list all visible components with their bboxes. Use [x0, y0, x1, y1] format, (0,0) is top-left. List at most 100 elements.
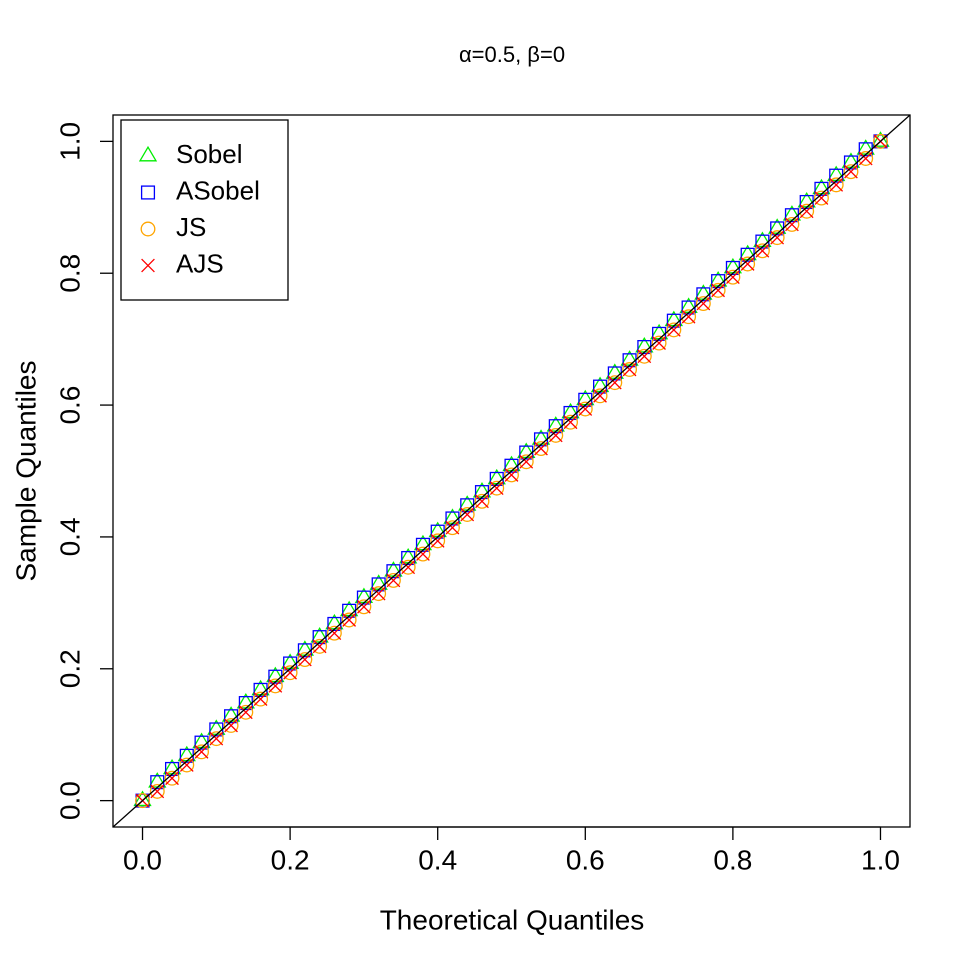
point — [460, 507, 475, 522]
point — [238, 705, 253, 720]
point — [740, 257, 755, 271]
x-tick-label: 0.8 — [713, 844, 752, 875]
point — [475, 494, 489, 509]
x-tick-label: 0.2 — [271, 844, 310, 875]
point — [666, 322, 682, 338]
y-tick-label: 0.0 — [54, 781, 85, 820]
point — [208, 731, 224, 747]
point — [666, 323, 681, 337]
point — [283, 665, 297, 680]
point — [726, 270, 740, 285]
point — [371, 586, 387, 602]
point — [489, 480, 505, 496]
point — [150, 784, 165, 799]
point — [326, 625, 342, 641]
point — [194, 744, 210, 760]
point — [164, 770, 180, 786]
point — [799, 204, 814, 219]
point — [253, 691, 269, 707]
point — [592, 388, 608, 404]
point — [459, 507, 475, 522]
point — [312, 639, 327, 654]
point — [740, 256, 756, 272]
legend-marker — [140, 185, 156, 200]
y-tick-label: 0.4 — [54, 517, 85, 556]
point — [341, 612, 357, 628]
point — [681, 309, 696, 324]
legend-label: AJS — [176, 248, 224, 278]
point — [416, 547, 430, 561]
point — [179, 758, 194, 772]
point — [518, 454, 534, 470]
legend-label: ASobel — [176, 175, 260, 205]
point — [282, 665, 298, 681]
point — [179, 757, 195, 773]
point — [224, 718, 238, 733]
chart-title: α=0.5, β=0 — [459, 42, 565, 67]
point — [578, 402, 593, 416]
point — [297, 652, 313, 667]
point — [371, 586, 386, 601]
point — [445, 520, 460, 536]
point — [607, 375, 623, 391]
point — [873, 133, 888, 149]
y-tick-label: 0.8 — [54, 254, 85, 293]
point — [209, 731, 224, 746]
legend-label: Sobel — [176, 139, 243, 169]
point — [799, 203, 815, 219]
point — [637, 349, 652, 364]
point — [312, 638, 328, 654]
point — [770, 230, 785, 245]
point — [829, 178, 844, 192]
legend-label: JS — [176, 212, 206, 242]
point — [474, 493, 490, 509]
point — [385, 572, 401, 588]
point — [813, 190, 829, 206]
point — [327, 626, 342, 641]
point — [400, 559, 416, 575]
point — [194, 744, 209, 759]
point — [533, 441, 549, 457]
point — [858, 151, 873, 166]
point — [165, 771, 179, 786]
point — [593, 388, 607, 403]
y-tick-label: 0.6 — [54, 386, 85, 425]
point — [430, 534, 445, 548]
reference-line — [113, 115, 910, 827]
y-tick-label: 1.0 — [54, 122, 85, 161]
point — [386, 573, 401, 588]
point — [504, 467, 519, 483]
point — [519, 454, 534, 469]
point — [489, 481, 504, 496]
point — [504, 468, 519, 482]
point — [622, 362, 637, 377]
legend-marker — [140, 221, 156, 237]
point — [135, 793, 150, 809]
x-tick-label: 0.6 — [566, 844, 605, 875]
point — [415, 546, 431, 562]
point — [828, 177, 844, 193]
point — [814, 191, 829, 205]
point — [563, 415, 578, 430]
x-tick-label: 1.0 — [861, 844, 900, 875]
point — [711, 283, 725, 298]
point — [622, 362, 638, 377]
point — [636, 348, 652, 364]
point — [356, 599, 372, 615]
point — [844, 164, 858, 179]
point — [784, 216, 800, 232]
point — [858, 151, 874, 166]
point — [238, 704, 254, 720]
legend-marker — [141, 258, 155, 273]
legend-marker — [138, 145, 158, 162]
point — [577, 401, 593, 417]
y-axis-label: Sample Quantiles — [10, 360, 41, 581]
y-tick-label: 0.2 — [54, 649, 85, 688]
point — [548, 428, 563, 443]
point — [133, 790, 152, 807]
point — [651, 335, 667, 351]
point — [563, 414, 578, 430]
point — [342, 613, 357, 627]
x-tick-label: 0.4 — [418, 844, 457, 875]
